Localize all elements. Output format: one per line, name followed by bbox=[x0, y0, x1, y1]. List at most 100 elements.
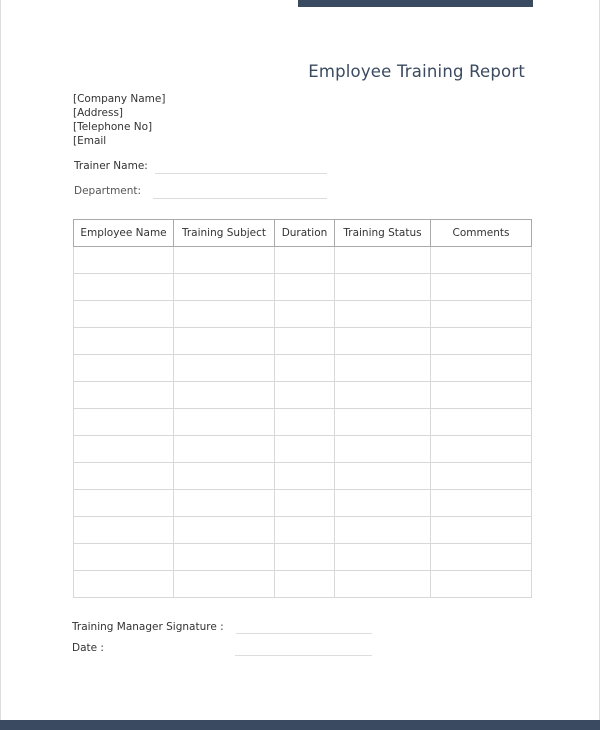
table-row bbox=[73, 354, 532, 382]
table-cell[interactable] bbox=[73, 327, 174, 355]
table-cell[interactable] bbox=[334, 327, 431, 355]
table-cell[interactable] bbox=[73, 246, 174, 274]
table-row bbox=[73, 246, 532, 274]
table-cell[interactable] bbox=[430, 462, 532, 490]
table-cell[interactable] bbox=[73, 462, 174, 490]
table-cell[interactable] bbox=[274, 354, 335, 382]
table-cell[interactable] bbox=[334, 408, 431, 436]
table-cell[interactable] bbox=[173, 246, 275, 274]
table-cell[interactable] bbox=[430, 516, 532, 544]
company-name: [Company Name] bbox=[73, 93, 166, 105]
column-header: Training Status bbox=[334, 219, 431, 247]
table-cell[interactable] bbox=[173, 543, 275, 571]
table-cell[interactable] bbox=[173, 381, 275, 409]
column-header: Employee Name bbox=[73, 219, 174, 247]
table-cell[interactable] bbox=[274, 462, 335, 490]
table-row bbox=[73, 381, 532, 409]
table-cell[interactable] bbox=[430, 489, 532, 517]
table-cell[interactable] bbox=[173, 516, 275, 544]
table-cell[interactable] bbox=[73, 273, 174, 301]
table-row bbox=[73, 516, 532, 544]
table-cell[interactable] bbox=[334, 300, 431, 328]
column-header: Duration bbox=[274, 219, 335, 247]
signature-field[interactable] bbox=[236, 633, 372, 634]
table-cell[interactable] bbox=[73, 489, 174, 517]
column-header: Comments bbox=[430, 219, 532, 247]
table-row bbox=[73, 300, 532, 328]
table-row bbox=[73, 273, 532, 301]
table-cell[interactable] bbox=[430, 354, 532, 382]
table-cell[interactable] bbox=[334, 570, 431, 598]
table-cell[interactable] bbox=[430, 327, 532, 355]
company-info: [Company Name] [Address] [Telephone No] … bbox=[73, 92, 165, 148]
table-row bbox=[73, 327, 532, 355]
table-cell[interactable] bbox=[274, 489, 335, 517]
column-header: Training Subject bbox=[173, 219, 275, 247]
bottom-accent-bar bbox=[0, 720, 600, 730]
table-cell[interactable] bbox=[73, 354, 174, 382]
table-cell[interactable] bbox=[430, 543, 532, 571]
table-cell[interactable] bbox=[274, 570, 335, 598]
table-cell[interactable] bbox=[173, 300, 275, 328]
table-cell[interactable] bbox=[173, 408, 275, 436]
table-cell[interactable] bbox=[274, 246, 335, 274]
table-cell[interactable] bbox=[274, 435, 335, 463]
table-cell[interactable] bbox=[173, 570, 275, 598]
department-label: Department: bbox=[74, 185, 142, 197]
table-cell[interactable] bbox=[334, 273, 431, 301]
table-cell[interactable] bbox=[274, 300, 335, 328]
table-cell[interactable] bbox=[73, 300, 174, 328]
table-cell[interactable] bbox=[73, 516, 174, 544]
table-cell[interactable] bbox=[430, 381, 532, 409]
table-cell[interactable] bbox=[334, 354, 431, 382]
table-cell[interactable] bbox=[274, 408, 335, 436]
trainer-name-label: Trainer Name: bbox=[74, 160, 148, 172]
date-field[interactable] bbox=[235, 655, 372, 656]
table-row bbox=[73, 570, 532, 598]
signature-label: Training Manager Signature : bbox=[72, 621, 224, 633]
company-address: [Address] bbox=[73, 107, 124, 119]
table-cell[interactable] bbox=[274, 273, 335, 301]
table-cell[interactable] bbox=[430, 273, 532, 301]
table-cell[interactable] bbox=[430, 408, 532, 436]
table-cell[interactable] bbox=[173, 354, 275, 382]
table-cell[interactable] bbox=[73, 381, 174, 409]
table-cell[interactable] bbox=[73, 570, 174, 598]
trainer-name-field[interactable] bbox=[155, 173, 327, 174]
table-cell[interactable] bbox=[334, 435, 431, 463]
table-cell[interactable] bbox=[73, 435, 174, 463]
table-row bbox=[73, 462, 532, 490]
table-cell[interactable] bbox=[334, 489, 431, 517]
table-cell[interactable] bbox=[274, 327, 335, 355]
page-title: Employee Training Report bbox=[308, 62, 525, 81]
table-cell[interactable] bbox=[430, 246, 532, 274]
table-row bbox=[73, 408, 532, 436]
table-cell[interactable] bbox=[173, 327, 275, 355]
table-cell[interactable] bbox=[173, 435, 275, 463]
training-table: Employee Name Training Subject Duration Tra… bbox=[73, 219, 532, 598]
table-row bbox=[73, 435, 532, 463]
table-cell[interactable] bbox=[334, 462, 431, 490]
table-cell[interactable] bbox=[173, 489, 275, 517]
table-cell[interactable] bbox=[334, 516, 431, 544]
department-field[interactable] bbox=[153, 198, 327, 199]
table-cell[interactable] bbox=[274, 381, 335, 409]
table-row bbox=[73, 543, 532, 571]
table-cell[interactable] bbox=[274, 543, 335, 571]
table-cell[interactable] bbox=[430, 570, 532, 598]
table-cell[interactable] bbox=[73, 408, 174, 436]
top-accent-bar bbox=[298, 0, 533, 7]
table-cell[interactable] bbox=[430, 435, 532, 463]
table-cell[interactable] bbox=[430, 300, 532, 328]
table-cell[interactable] bbox=[274, 516, 335, 544]
company-telephone: [Telephone No] bbox=[73, 121, 153, 133]
table-cell[interactable] bbox=[173, 462, 275, 490]
table-cell[interactable] bbox=[334, 543, 431, 571]
company-email: [Email bbox=[73, 135, 107, 147]
table-cell[interactable] bbox=[334, 381, 431, 409]
table-cell[interactable] bbox=[334, 246, 431, 274]
table-row bbox=[73, 489, 532, 517]
table-cell[interactable] bbox=[173, 273, 275, 301]
table-cell[interactable] bbox=[73, 543, 174, 571]
